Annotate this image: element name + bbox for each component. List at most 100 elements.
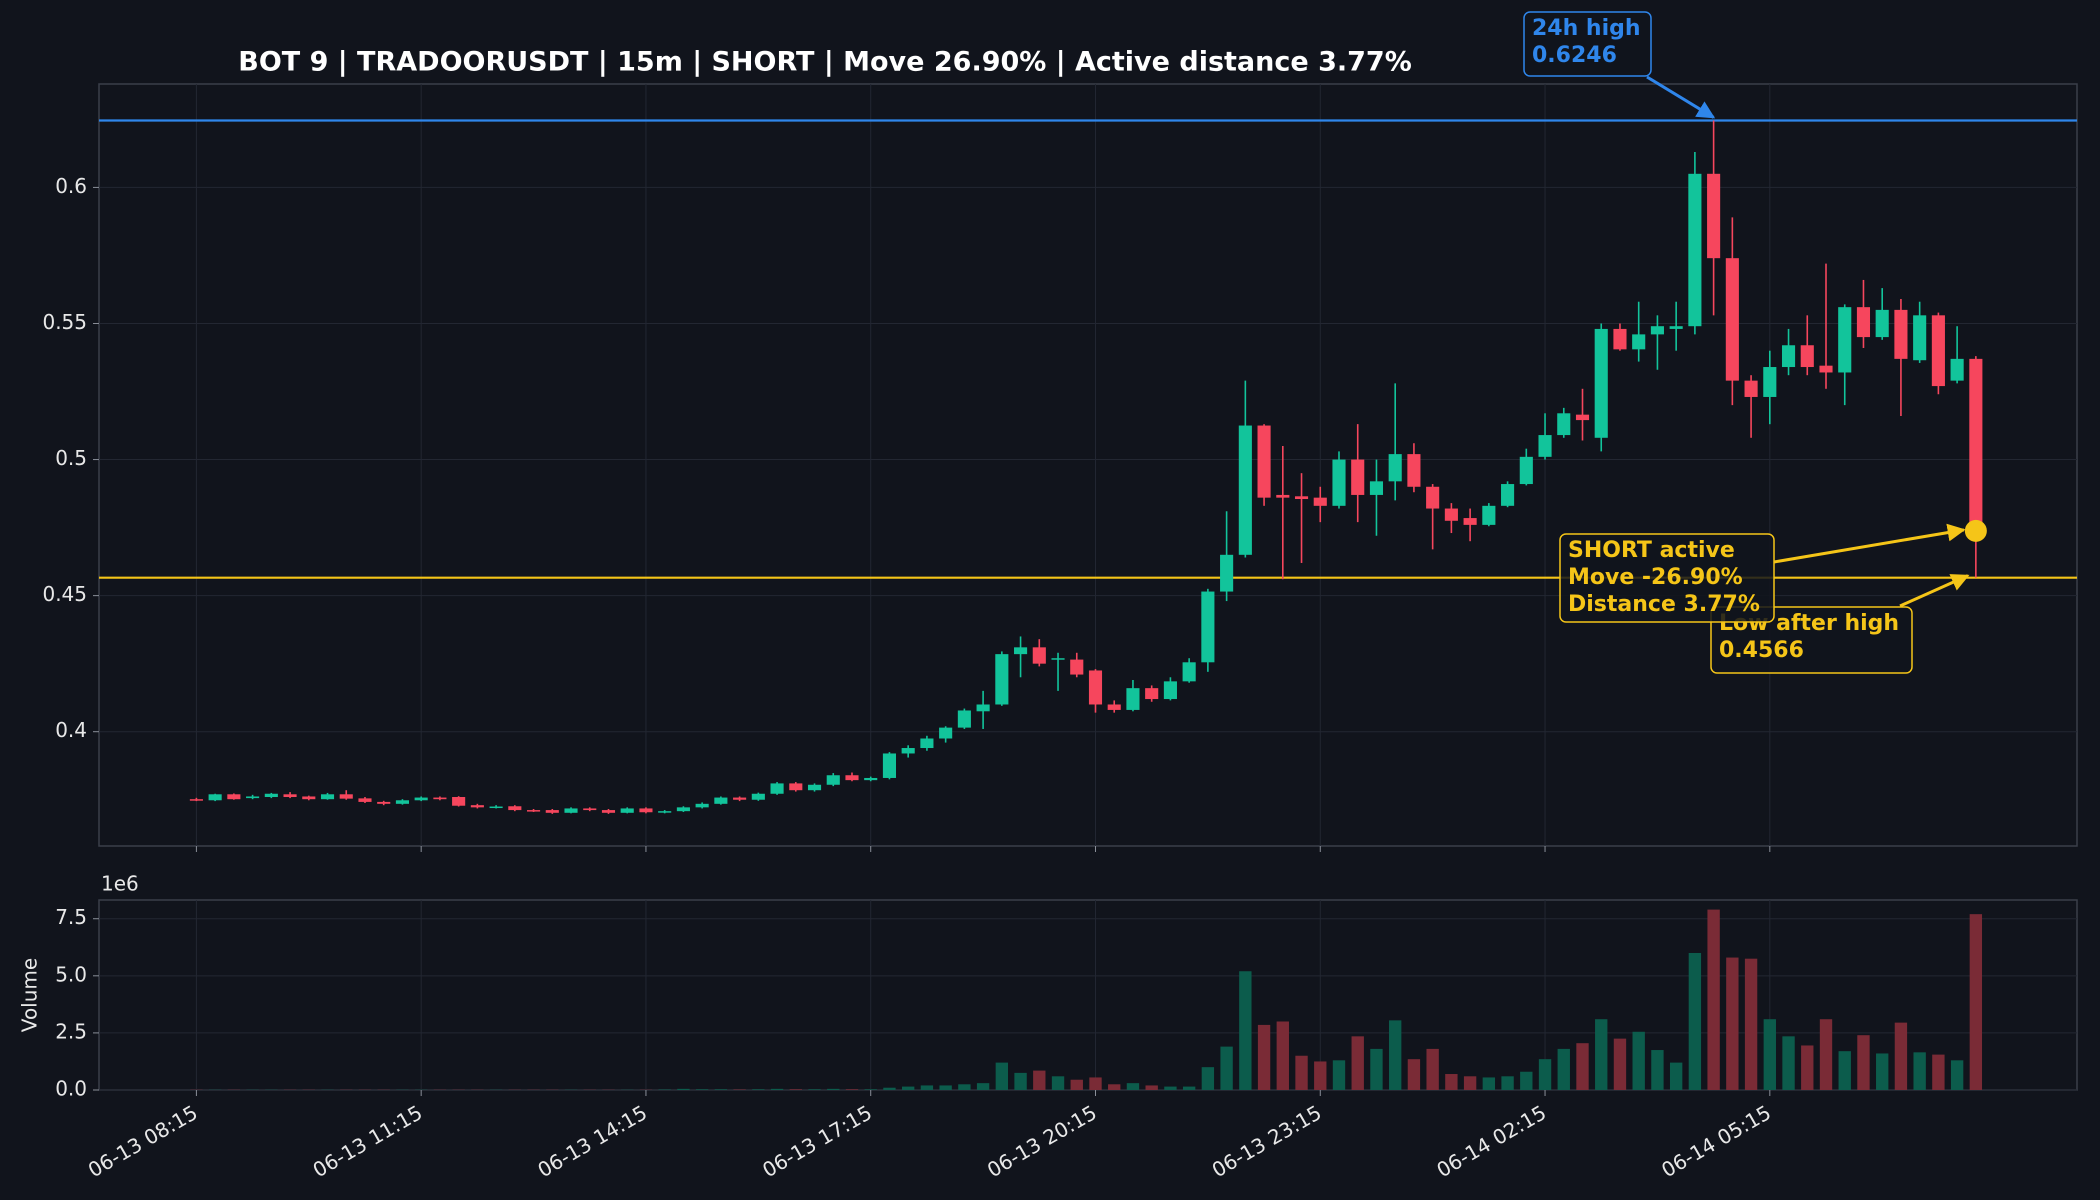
candle-body [1632, 334, 1646, 350]
candle-body [1014, 647, 1028, 655]
candle-body [1070, 659, 1084, 675]
volume-bar [864, 1089, 877, 1090]
volume-bar [770, 1088, 784, 1090]
volume-bar [1763, 1019, 1776, 1090]
volume-scale-label: 1e6 [101, 872, 139, 896]
volume-bar [1576, 1043, 1589, 1090]
price-frame [98, 83, 2078, 847]
volume-bar [752, 1089, 765, 1090]
candle-body [1838, 307, 1852, 373]
volume-bar [1819, 1019, 1833, 1090]
candle-body [1482, 505, 1496, 525]
volume-bar [695, 1089, 709, 1090]
candle-body [283, 794, 297, 798]
volume-bar [1707, 909, 1720, 1090]
candle-body [601, 810, 616, 813]
candle-body [1313, 497, 1327, 506]
volume-bar [1070, 1079, 1083, 1090]
volume-bar [1276, 1021, 1289, 1090]
volume-bar [1407, 1059, 1421, 1090]
y-tick-label: 0.6 [55, 174, 87, 198]
candle-body [1351, 459, 1365, 495]
candle-body [789, 783, 803, 791]
volume-bar [1126, 1083, 1140, 1090]
candle-body [433, 797, 447, 800]
candle-body [1763, 367, 1777, 397]
candle-body [770, 783, 784, 794]
volume-bar [1051, 1076, 1065, 1090]
candle-body [676, 807, 690, 812]
candle-body [901, 748, 915, 754]
candle-body [395, 800, 409, 804]
volume-bar [1295, 1055, 1308, 1090]
volume-bar [827, 1088, 840, 1090]
volume-bar [1239, 971, 1252, 1090]
candle-body [1163, 681, 1177, 700]
candle-body [320, 794, 335, 800]
volume-bar [1651, 1050, 1664, 1090]
volume-bar [958, 1084, 971, 1090]
volume-bar [1332, 1060, 1346, 1090]
volume-axis-label: Volume [18, 958, 42, 1032]
volume-bar [1089, 1077, 1102, 1090]
candle-body [1650, 326, 1664, 335]
candle-body [957, 710, 971, 728]
annotation-text: 0.6246 [1532, 43, 1617, 68]
volume-bar [1613, 1038, 1627, 1090]
candle-body [1819, 365, 1833, 373]
candle-body [1426, 486, 1440, 509]
volume-bar [1669, 1062, 1683, 1090]
volume-bar [845, 1089, 859, 1090]
volume-bar [1520, 1071, 1533, 1090]
volume-bar [1164, 1086, 1177, 1090]
candle-body [658, 811, 672, 813]
volume-bar [808, 1089, 821, 1090]
volume-bar [1932, 1054, 1945, 1090]
annotation-text: 0.4566 [1719, 638, 1804, 663]
candle-body [1669, 326, 1683, 329]
annotation-text: Move -26.90% [1568, 565, 1743, 590]
marker-point [1964, 519, 1987, 542]
volume-bar [902, 1086, 915, 1090]
annotation-box [1710, 606, 1913, 674]
candle-body [189, 799, 203, 801]
candle-body [976, 704, 990, 712]
candle-body [1407, 454, 1421, 487]
y-tick-label: 0.5 [55, 446, 87, 470]
candle-body [1294, 496, 1309, 500]
volume-bar [1782, 1036, 1795, 1090]
candle-body [377, 801, 391, 804]
candle-body [1051, 658, 1065, 660]
candle-body [1875, 309, 1889, 338]
candle-body [508, 806, 522, 811]
volume-bar [1595, 1019, 1608, 1090]
candle-body [939, 727, 953, 739]
candle-body [1913, 315, 1927, 361]
candle-body [1613, 328, 1627, 350]
candle-body [1950, 358, 1964, 381]
volume-bar [1969, 914, 1983, 1090]
candle-body [1856, 307, 1871, 338]
annotation-text: SHORT active [1568, 538, 1735, 563]
candle-body [1688, 173, 1702, 327]
candle-body [733, 797, 747, 800]
candle-body [620, 808, 634, 813]
candle-body [1538, 435, 1552, 457]
candle-body [1463, 518, 1477, 525]
candle-body [1369, 481, 1384, 495]
candle-body [1800, 345, 1814, 368]
candle-body [489, 806, 503, 809]
volume-bar [1014, 1072, 1027, 1090]
volume-bar [1538, 1059, 1552, 1090]
candle-body [564, 808, 578, 813]
annotation-text: Distance 3.77% [1568, 592, 1760, 617]
volume-bar [1857, 1035, 1870, 1090]
volume-bar [1220, 1046, 1233, 1090]
volume-bar [1726, 957, 1739, 1090]
candle-body [1931, 315, 1945, 387]
volume-bar [1201, 1067, 1215, 1090]
candle-body [1725, 258, 1739, 381]
volume-bar [1351, 1036, 1364, 1090]
candle-body [1126, 688, 1140, 710]
annotation-arrow [1899, 574, 1970, 608]
